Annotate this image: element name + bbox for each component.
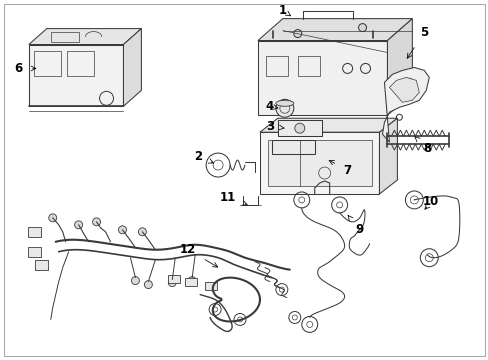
Polygon shape	[382, 67, 428, 142]
Polygon shape	[205, 282, 217, 289]
Text: 2: 2	[194, 150, 213, 163]
Circle shape	[75, 221, 82, 229]
Text: 10: 10	[422, 195, 439, 209]
Polygon shape	[28, 247, 41, 257]
Circle shape	[49, 214, 57, 222]
Polygon shape	[267, 140, 371, 186]
Polygon shape	[168, 275, 180, 283]
Circle shape	[144, 280, 152, 289]
Polygon shape	[35, 260, 48, 270]
Text: 6: 6	[15, 62, 36, 75]
Polygon shape	[258, 41, 386, 115]
Text: 9: 9	[347, 216, 363, 236]
Text: 7: 7	[328, 161, 351, 176]
Circle shape	[118, 226, 126, 234]
Polygon shape	[185, 278, 197, 285]
Polygon shape	[28, 227, 41, 237]
Ellipse shape	[275, 100, 293, 106]
Text: 1: 1	[278, 4, 290, 17]
Text: 4: 4	[265, 100, 277, 113]
Text: 12: 12	[180, 243, 217, 267]
Circle shape	[92, 218, 101, 226]
Circle shape	[188, 276, 196, 285]
Text: 3: 3	[265, 120, 284, 133]
Text: 8: 8	[414, 137, 430, 155]
Circle shape	[294, 123, 304, 133]
Polygon shape	[258, 19, 411, 41]
Polygon shape	[29, 28, 141, 45]
Polygon shape	[386, 19, 411, 115]
Polygon shape	[260, 132, 379, 194]
Polygon shape	[123, 28, 141, 106]
Polygon shape	[29, 45, 123, 106]
Text: 5: 5	[407, 26, 427, 58]
Polygon shape	[379, 118, 397, 194]
Circle shape	[168, 279, 176, 287]
Polygon shape	[271, 140, 314, 154]
Circle shape	[275, 99, 293, 117]
Polygon shape	[277, 120, 321, 136]
Circle shape	[358, 24, 366, 32]
Text: 11: 11	[220, 192, 246, 205]
Circle shape	[131, 276, 139, 285]
Circle shape	[293, 30, 301, 37]
Polygon shape	[260, 118, 397, 132]
Polygon shape	[388, 77, 419, 102]
Circle shape	[138, 228, 146, 236]
